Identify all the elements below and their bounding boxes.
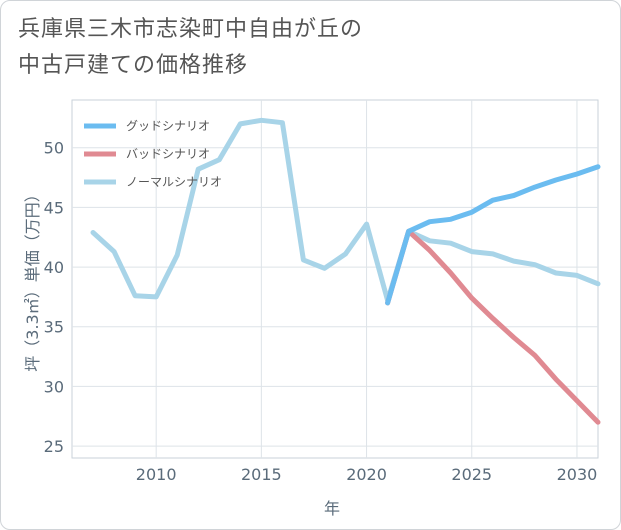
x-tick-label: 2025 [451, 465, 492, 484]
series-lines [90, 117, 601, 425]
x-tick-label: 2030 [557, 465, 598, 484]
y-tick-label: 25 [44, 437, 64, 456]
grid-lines [72, 100, 598, 458]
y-tick-label: 30 [44, 377, 64, 396]
legend-label-2: ノーマルシナリオ [126, 175, 222, 189]
y-axis-title: 坪（3.3㎡）単価（万円） [23, 186, 42, 371]
legend-label-1: バッドシナリオ [126, 147, 210, 161]
x-tick-label: 2020 [346, 465, 387, 484]
y-tick-label: 40 [44, 258, 64, 277]
plot-area [71, 99, 599, 459]
chart-title-line-2: 中古戸建ての価格推移 [18, 53, 249, 78]
y-tick-label: 50 [44, 139, 64, 158]
x-tick-label: 2015 [241, 465, 282, 484]
legend-label-0: グッドシナリオ [126, 119, 210, 133]
series-line-1 [385, 228, 601, 425]
chart-title-line-1: 兵庫県三木市志染町中自由が丘の [18, 17, 364, 42]
series-line-2 [90, 117, 601, 303]
y-axis-ticks: 25 30 35 40 45 50 [44, 139, 64, 456]
series-line-0 [385, 164, 601, 306]
x-tick-label: 2010 [136, 465, 177, 484]
y-tick-label: 45 [44, 198, 64, 217]
y-tick-label: 35 [44, 318, 64, 337]
x-axis-ticks: 2010 2015 2020 2025 2030 [136, 465, 598, 484]
chart-title: 兵庫県三木市志染町中自由が丘の 中古戸建ての価格推移 [18, 12, 363, 84]
x-axis-title: 年 [324, 499, 340, 518]
